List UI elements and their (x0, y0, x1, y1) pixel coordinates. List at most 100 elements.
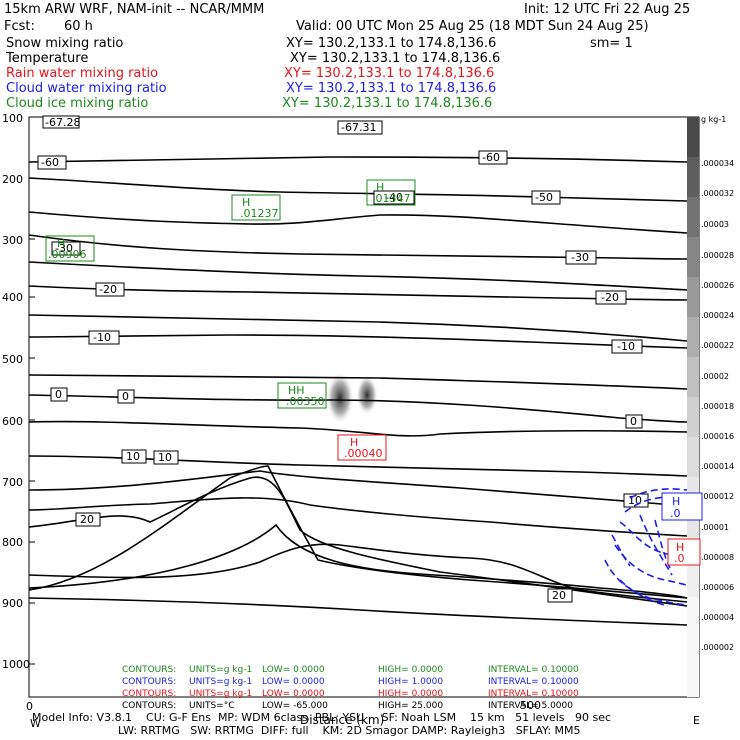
field-temp-name: Temperature (6, 51, 89, 66)
y-tick-label: 1000 (2, 658, 30, 671)
legend-units: UNITS=g kg-1 (189, 677, 252, 687)
colorbar-label: .000028 (701, 251, 734, 260)
legend-units: UNITS=g kg-1 (189, 689, 252, 699)
high-value: .0 (674, 552, 685, 565)
high-value: .0 (670, 507, 681, 520)
isotherm (28, 177, 688, 202)
high-mark: H (676, 541, 684, 554)
isotherm (28, 211, 688, 234)
isotherm (28, 314, 688, 342)
isotherm-label: -50 (535, 191, 553, 204)
high-mark: H (350, 436, 358, 449)
isotherm-label: -20 (99, 283, 117, 296)
title-model: 15km ARW WRF, NAM-init -- NCAR/MMM (4, 2, 265, 17)
high-value: .00906 (48, 248, 87, 261)
colorbar-label: .000022 (701, 341, 734, 350)
fcst-value: 60 h (64, 19, 93, 34)
field-cloudice-name: Cloud ice mixing ratio (6, 96, 149, 111)
x-axis-right-end: E (693, 714, 700, 727)
isotherm (28, 470, 688, 507)
high-value: .00040 (344, 447, 383, 460)
isotherms (28, 156, 688, 626)
isotherm-label: -40 (385, 191, 403, 204)
field-rain-xy: XY= 130.2,133.1 to 174.8,136.6 (284, 66, 495, 81)
colorbar-label: .000032 (701, 189, 734, 198)
colorbar-label: .000018 (701, 402, 734, 411)
high-mark: H (242, 196, 250, 209)
isotherm-label: -30 (571, 251, 589, 264)
colorbar-label: .000026 (701, 281, 734, 290)
legend-low: LOW= 0.0000 (262, 689, 325, 699)
field-cloudice-xy: XY= 130.2,133.1 to 174.8,136.6 (282, 96, 493, 111)
colorbar-label: .000016 (701, 432, 734, 441)
y-tick-label: 700 (2, 476, 23, 489)
colorbar-label: .000014 (701, 462, 734, 471)
isotherm-label: 0 (122, 390, 129, 403)
isotherm-label: 10 (158, 451, 172, 464)
isotherm-label: -60 (482, 151, 500, 164)
isotherm (28, 523, 688, 599)
colorbar-label: .000006 (701, 583, 734, 592)
isotherm-label: -67.28 (45, 116, 80, 129)
isotherm-label: 20 (552, 589, 566, 602)
legend-low: LOW= -65.000 (262, 701, 328, 711)
terrain-line (28, 465, 688, 599)
legend-high: HIGH= 0.0000 (378, 689, 443, 699)
isotherm-label: -20 (601, 291, 619, 304)
isotherm (28, 543, 688, 603)
field-snow-xy: XY= 130.2,133.1 to 174.8,136.6 (286, 36, 497, 51)
colorbar-label: .00002 (701, 372, 729, 381)
high-mark: H (57, 237, 65, 250)
colorbar: g kg-1 .000034 .000032 .00003 .000028 .0… (687, 115, 734, 697)
x-tick-label: 0 (26, 700, 33, 713)
valid-time: Valid: 00 UTC Mon 25 Aug 25 (18 MDT Sun … (296, 19, 649, 34)
isotherm (28, 374, 688, 390)
isotherm-label: 10 (126, 450, 140, 463)
model-info-line1: Model Info: V3.8.1 CU: G-F Ens MP: WDM 6… (32, 711, 612, 724)
high-value: .01237 (240, 207, 279, 220)
isotherm (28, 497, 688, 537)
y-tick-label: 900 (2, 597, 23, 610)
field-cloudwater-name: Cloud water mixing ratio (6, 81, 167, 96)
isotherm (28, 261, 688, 291)
snow-shading (356, 375, 378, 415)
x-axis-label: Distance (km) (300, 713, 384, 727)
y-tick-label: 100 (2, 112, 23, 125)
high-value: .00350 (286, 395, 325, 408)
legend-contours: CONTOURS: (122, 701, 176, 711)
field-snow-sm: sm= 1 (590, 36, 633, 51)
high-mark: H (672, 495, 680, 508)
isotherm-label: -10 (617, 340, 635, 353)
high-mark: H (376, 181, 384, 194)
isotherm (28, 334, 688, 349)
colorbar-label: .000002 (701, 643, 734, 652)
y-tick-label: 500 (2, 353, 23, 366)
colorbar-label: .00003 (701, 220, 729, 229)
high-mark: .01347 (372, 192, 411, 205)
legend-interval: INTERVAL= 0.10000 (488, 677, 579, 687)
isotherm (28, 285, 688, 301)
fcst-label: Fcst: (4, 19, 35, 34)
isotherm-label: -67.31 (341, 121, 376, 134)
colorbar-label: .000004 (701, 613, 734, 622)
isotherm-label: -60 (41, 156, 59, 169)
isotherm-label: 0 (630, 415, 637, 428)
isotherm-label: 20 (80, 513, 94, 526)
legend-interval: INTERVAL= 5.0000 (488, 701, 573, 711)
y-tick-label: 400 (2, 291, 23, 304)
isotherm (28, 156, 688, 163)
legend-interval: INTERVAL= 0.10000 (488, 665, 579, 675)
field-temp-xy: XY= 130.2,133.1 to 174.8,136.6 (290, 51, 501, 66)
legend-units: UNITS=g kg-1 (189, 665, 252, 675)
colorbar-label: .000024 (701, 311, 734, 320)
x-axis-left-end: W (30, 717, 41, 730)
legend-low: LOW= 0.0000 (262, 677, 325, 687)
y-tick-label: 800 (2, 536, 23, 549)
legend-high: HIGH= 1.0000 (378, 677, 443, 687)
field-snow-name: Snow mixing ratio (6, 36, 124, 51)
legend-low: LOW= 0.0000 (262, 665, 325, 675)
colorbar-unit: g kg-1 (701, 115, 726, 124)
isotherm (28, 234, 688, 260)
y-tick-label: 200 (2, 173, 23, 186)
